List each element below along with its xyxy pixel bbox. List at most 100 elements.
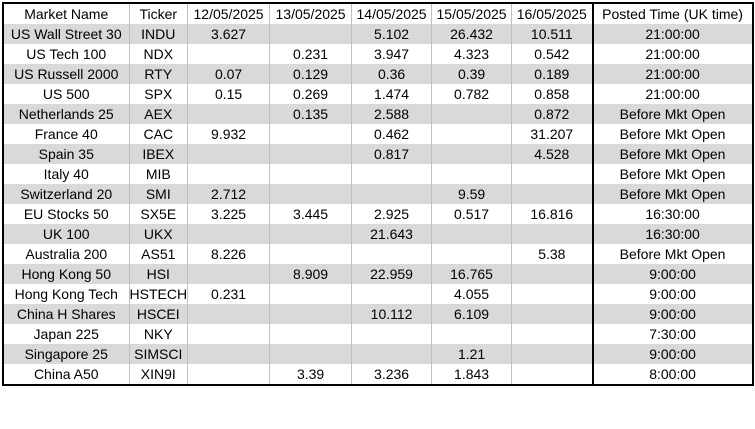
table-cell bbox=[187, 264, 270, 284]
table-cell: 6.109 bbox=[431, 304, 512, 324]
table-cell: 4.528 bbox=[511, 144, 593, 164]
table-cell: SPX bbox=[128, 84, 188, 104]
table-cell bbox=[511, 224, 593, 244]
table-cell: 9.932 bbox=[187, 124, 270, 144]
table-cell: US Russell 2000 bbox=[2, 64, 129, 84]
table-row: Japan 225 NKY 7:30:00 bbox=[2, 324, 753, 344]
table-row: US 500 SPX 0.15 0.269 1.474 0.782 0.858 21:00:0… bbox=[2, 84, 753, 104]
table-cell: UK 100 bbox=[2, 224, 129, 244]
table-cell bbox=[269, 24, 352, 44]
table-cell bbox=[269, 244, 352, 264]
table-cell: US Wall Street 30 bbox=[2, 24, 129, 44]
table-cell: 8:00:00 bbox=[591, 364, 753, 385]
table-cell: 9.59 bbox=[431, 184, 512, 204]
table-cell: 3.627 bbox=[187, 24, 270, 44]
table-cell: 0.782 bbox=[431, 84, 512, 104]
table-row: Switzerland 20 SMI 2.712 9.59 Before Mkt Ope… bbox=[2, 184, 753, 204]
table-cell: SMI bbox=[128, 184, 188, 204]
table-row: China A50 XIN9I 3.39 3.236 1.843 8:00:00 bbox=[2, 364, 753, 385]
table-cell: Japan 225 bbox=[2, 324, 129, 344]
table-body: Market Name Ticker 12/05/2025 13/05/2025 14/… bbox=[2, 3, 753, 385]
table-cell: US 500 bbox=[2, 84, 129, 104]
table-cell bbox=[351, 284, 432, 304]
table-cell: 3.39 bbox=[269, 364, 352, 385]
table-cell bbox=[431, 124, 512, 144]
table-cell bbox=[351, 164, 432, 184]
table-cell: AEX bbox=[128, 104, 188, 124]
table-cell: 4.323 bbox=[431, 44, 512, 64]
table-cell: 2.925 bbox=[351, 204, 432, 224]
table-cell: Italy 40 bbox=[2, 164, 129, 184]
table-row: EU Stocks 50 SX5E 3.225 3.445 2.925 0.517 16.8… bbox=[2, 204, 753, 224]
table-cell bbox=[269, 304, 352, 324]
table-cell bbox=[187, 364, 270, 385]
table-cell: 3.236 bbox=[351, 364, 432, 385]
table-cell: Hong Kong 50 bbox=[2, 264, 129, 284]
market-table: Market Name Ticker 12/05/2025 13/05/2025 14/… bbox=[2, 2, 754, 386]
table-row: Netherlands 25 AEX 0.135 2.588 0.872 Before M… bbox=[2, 104, 753, 124]
table-cell: Before Mkt Open bbox=[591, 144, 753, 164]
table-row: US Wall Street 30 INDU 3.627 5.102 26.432 10.… bbox=[2, 24, 753, 44]
table-cell bbox=[351, 324, 432, 344]
table-cell: 0.542 bbox=[511, 44, 593, 64]
table-cell: 0.269 bbox=[269, 84, 352, 104]
table-cell: 9:00:00 bbox=[591, 264, 753, 284]
table-cell bbox=[431, 244, 512, 264]
table-cell: 31.207 bbox=[511, 124, 593, 144]
table-cell: 16.816 bbox=[511, 204, 593, 224]
table-cell bbox=[187, 344, 270, 364]
table-cell: 0.872 bbox=[511, 104, 593, 124]
table-cell bbox=[431, 144, 512, 164]
table-cell: Singapore 25 bbox=[2, 344, 129, 364]
table-cell bbox=[269, 224, 352, 244]
table-cell: 0.129 bbox=[269, 64, 352, 84]
table-cell: France 40 bbox=[2, 124, 129, 144]
table-cell bbox=[351, 184, 432, 204]
table-row: Singapore 25 SIMSCI 1.21 9:00:00 bbox=[2, 344, 753, 364]
table-cell: Before Mkt Open bbox=[591, 104, 753, 124]
table-cell: RTY bbox=[128, 64, 188, 84]
table-cell: HSI bbox=[128, 264, 188, 284]
table-cell: 2.712 bbox=[187, 184, 270, 204]
table-cell: 9:00:00 bbox=[591, 304, 753, 324]
table-cell: China H Shares bbox=[2, 304, 129, 324]
table-cell bbox=[511, 164, 593, 184]
table-cell: HSCEI bbox=[128, 304, 188, 324]
table-cell bbox=[269, 324, 352, 344]
header-cell: Market Name bbox=[2, 3, 129, 24]
table-row: China H Shares HSCEI 10.112 6.109 9:00:00 bbox=[2, 304, 753, 324]
table-cell: 7:30:00 bbox=[591, 324, 753, 344]
header-cell: 12/05/2025 bbox=[187, 3, 270, 24]
table-cell: China A50 bbox=[2, 364, 129, 385]
table-cell: IBEX bbox=[128, 144, 188, 164]
header-row: Market Name Ticker 12/05/2025 13/05/2025 14/… bbox=[2, 3, 753, 24]
table-row: Australia 200 AS51 8.226 5.38 Before Mkt Ope… bbox=[2, 244, 753, 264]
header-cell: 16/05/2025 bbox=[511, 3, 593, 24]
table-cell bbox=[511, 184, 593, 204]
table-cell: Before Mkt Open bbox=[591, 184, 753, 204]
table-cell: 0.36 bbox=[351, 64, 432, 84]
table-cell: HSTECH bbox=[128, 284, 188, 304]
table-cell: 16:30:00 bbox=[591, 204, 753, 224]
table-cell: 3.225 bbox=[187, 204, 270, 224]
table-cell: Before Mkt Open bbox=[591, 164, 753, 184]
table-cell: 4.055 bbox=[431, 284, 512, 304]
table-cell: 21:00:00 bbox=[591, 84, 753, 104]
table-cell bbox=[431, 104, 512, 124]
table-cell: AS51 bbox=[128, 244, 188, 264]
table-cell bbox=[269, 284, 352, 304]
header-cell: 13/05/2025 bbox=[269, 3, 352, 24]
table-cell: UKX bbox=[128, 224, 188, 244]
table-cell: 3.445 bbox=[269, 204, 352, 224]
table-cell: Australia 200 bbox=[2, 244, 129, 264]
table-cell bbox=[269, 124, 352, 144]
table-cell: 1.474 bbox=[351, 84, 432, 104]
table-cell: 22.959 bbox=[351, 264, 432, 284]
header-cell: Posted Time (UK time) bbox=[591, 3, 753, 24]
table-cell: 1.843 bbox=[431, 364, 512, 385]
table-cell: 16:30:00 bbox=[591, 224, 753, 244]
table-cell: 1.21 bbox=[431, 344, 512, 364]
table-cell bbox=[351, 244, 432, 264]
table-row: Hong Kong Tech HSTECH 0.231 4.055 9:00:00 bbox=[2, 284, 753, 304]
